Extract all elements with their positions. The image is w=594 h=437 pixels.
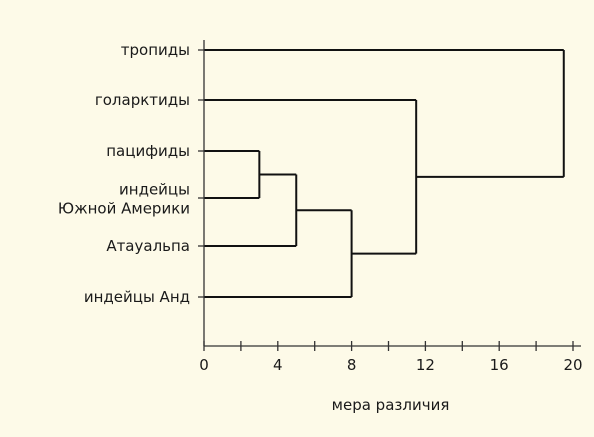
leaf-label-line: тропиды bbox=[121, 41, 190, 59]
leaf-label-line: голарктиды bbox=[95, 91, 190, 109]
x-tick-label: 8 bbox=[347, 356, 357, 374]
x-axis-title: мера различия bbox=[332, 396, 450, 414]
branch-group bbox=[204, 49, 565, 298]
x-tick-label: 20 bbox=[563, 356, 582, 374]
leaf-label: индейцы Анд bbox=[84, 288, 190, 306]
leaf-label-line: пацифиды bbox=[106, 142, 190, 160]
leaf-label: пацифиды bbox=[106, 142, 190, 160]
axis-group bbox=[203, 40, 581, 347]
leaf-label-group: тропиды голарктиды пацифиды индейцы Южной Ам… bbox=[58, 41, 204, 306]
leaf-label: тропиды bbox=[121, 41, 190, 59]
x-tick-label: 0 bbox=[199, 356, 209, 374]
leaf-label-line: индейцы Анд bbox=[84, 288, 190, 306]
leaf-label-line: индейцы bbox=[119, 181, 190, 199]
x-tick-label: 12 bbox=[416, 356, 435, 374]
leaf-label-line: Южной Америки bbox=[58, 200, 190, 218]
x-tick-label: 4 bbox=[273, 356, 283, 374]
leaf-label: индейцы Южной Америки bbox=[58, 181, 190, 218]
leaf-label: голарктиды bbox=[95, 91, 190, 109]
x-tick-group: 0 4 8 12 16 20 bbox=[199, 341, 583, 374]
leaf-label-line: Атауальпа bbox=[106, 237, 190, 255]
leaf-label: Атауальпа bbox=[106, 237, 190, 255]
x-tick-label: 16 bbox=[490, 356, 509, 374]
